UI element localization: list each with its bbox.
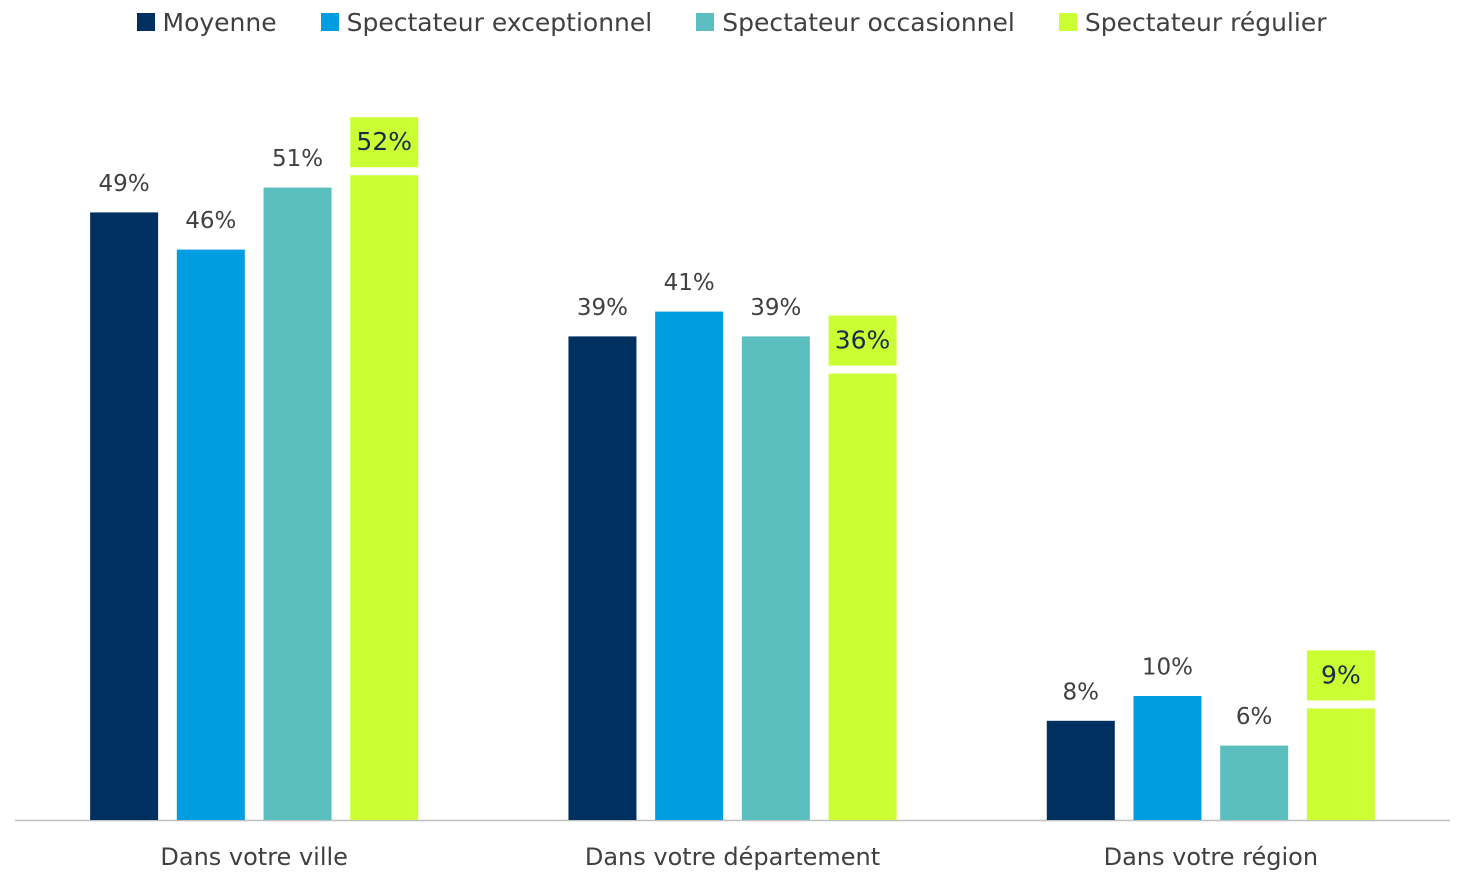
legend-swatch	[1058, 13, 1077, 31]
legend-swatch	[696, 13, 715, 31]
data-label: 51%	[272, 146, 323, 172]
bar	[1046, 720, 1115, 820]
x-tick-label: Dans votre ville	[160, 843, 348, 871]
bar	[828, 373, 897, 820]
legend: Moyenne Spectateur exceptionnel Spectateur…	[0, 0, 1463, 44]
bar	[655, 311, 724, 820]
legend-label: Spectateur exceptionnel	[346, 7, 653, 37]
data-label: 8%	[1063, 679, 1100, 705]
bar	[741, 336, 810, 820]
data-label: 9%	[1321, 660, 1361, 689]
data-label: 46%	[185, 208, 236, 234]
legend-item: Spectateur occasionnel	[696, 8, 1015, 37]
bar	[90, 212, 159, 820]
legend-label: Moyenne	[162, 7, 277, 37]
bar	[1306, 708, 1375, 820]
data-label: 6%	[1236, 704, 1273, 730]
bar	[568, 336, 637, 820]
bar	[1220, 745, 1289, 820]
legend-item: Moyenne	[136, 7, 277, 37]
bar	[1133, 696, 1202, 820]
data-label: 52%	[356, 127, 412, 156]
legend-item: Spectateur régulier	[1058, 7, 1327, 37]
data-label: 39%	[750, 295, 801, 321]
data-label: 39%	[577, 295, 628, 321]
legend-swatch	[136, 13, 155, 31]
legend-swatch	[320, 13, 339, 31]
legend-label: Spectateur régulier	[1084, 7, 1327, 37]
x-tick-label: Dans votre région	[1104, 843, 1318, 871]
x-tick-label: Dans votre département	[585, 843, 880, 871]
label-box	[1306, 650, 1375, 701]
label-box	[350, 117, 419, 168]
bar	[176, 249, 245, 821]
data-label: 49%	[99, 171, 150, 197]
legend-item: Spectateur exceptionnel	[320, 7, 653, 37]
bar	[350, 175, 419, 820]
data-label: 36%	[835, 326, 891, 355]
data-label: 41%	[664, 270, 715, 296]
data-label: 10%	[1142, 655, 1193, 681]
bar	[263, 187, 332, 821]
label-box	[828, 315, 897, 366]
legend-label: Spectateur occasionnel	[722, 7, 1015, 37]
